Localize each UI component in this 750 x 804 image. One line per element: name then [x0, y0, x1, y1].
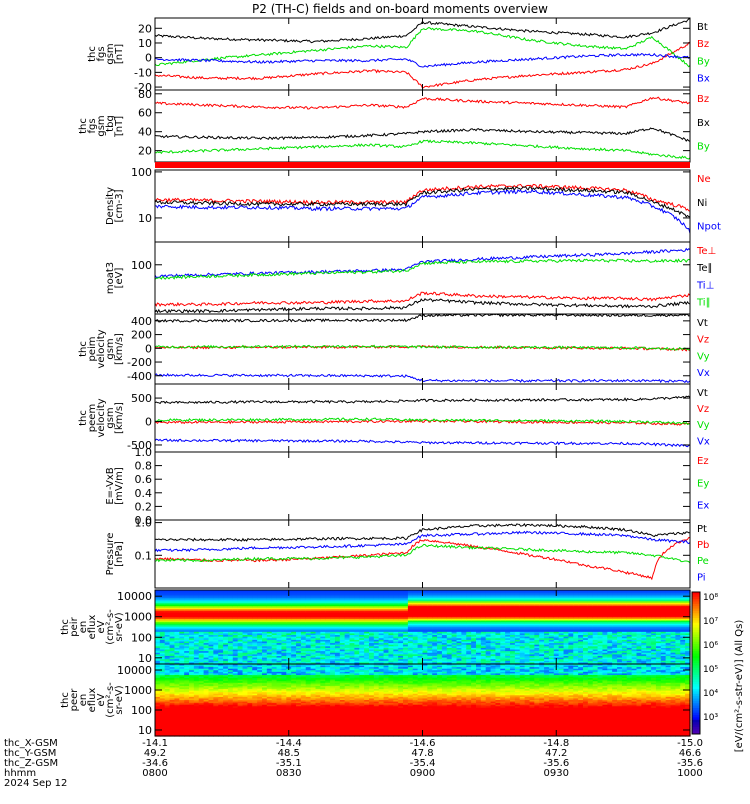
y-tick-label: 0.8: [135, 460, 153, 473]
series-line-Vx: [155, 439, 690, 447]
legend-entry-Vz: Vz: [697, 335, 709, 346]
legend-entry-Vx: Vx: [697, 436, 710, 447]
legend-entry-Ti∥: Ti∥: [696, 298, 711, 309]
legend-entry-Ex: Ex: [697, 501, 709, 512]
y-tick-label: 1.0: [135, 517, 153, 530]
y-tick-label: 1.0: [135, 446, 153, 459]
series-line-Bx: [155, 128, 690, 142]
y-axis-label-line: [eV]: [114, 268, 125, 289]
legend-entry-Vy: Vy: [697, 420, 710, 431]
panels: 20100-10-20thcfgsgsm[nT]BtBzByBx80604020…: [60, 18, 721, 737]
y-tick-label: 0.1: [135, 549, 153, 562]
legend-entry-Ez: Ez: [697, 456, 709, 467]
legend-entry-Te∥: Te∥: [696, 263, 713, 274]
legend-entry-Bt: Bt: [697, 22, 708, 33]
legend-entry-Bx: Bx: [697, 74, 710, 85]
figure-title: P2 (TH-C) fields and on-board moments ov…: [252, 2, 548, 16]
y-axis-label-line: [cm-3]: [114, 189, 125, 222]
y-axis-label-line: [mV/m]: [114, 467, 125, 505]
legend-entry-Vy: Vy: [697, 351, 710, 362]
y-tick-label: 20: [138, 22, 152, 35]
legend-entry-Npot: Npot: [697, 222, 721, 233]
y-tick-label: -10: [134, 66, 152, 79]
y-axis-label-line: [nT]: [114, 116, 125, 136]
y-axis-label-line: [nPa]: [114, 541, 125, 567]
legend-entry-Ey: Ey: [697, 478, 709, 489]
y-tick-label: 60: [138, 107, 152, 120]
series-line-Ti∥: [155, 259, 690, 279]
series-line-Pe: [155, 544, 690, 563]
series-line-Ne: [155, 184, 690, 211]
legend-entry-Bx: Bx: [697, 118, 710, 129]
y-tick-label: 10: [138, 37, 152, 50]
y-tick-label: 20: [138, 145, 152, 158]
series-line-Bx: [155, 54, 690, 67]
legend-entry-Pb: Pb: [697, 540, 709, 551]
legend-entry-Ne: Ne: [697, 174, 711, 185]
series-line-Pb: [155, 538, 690, 580]
y-axis-label-line: [km/s]: [114, 402, 125, 434]
y-axis-label-line: [nT]: [114, 44, 125, 64]
y-tick-label: -200: [127, 356, 152, 369]
legend-entry-Ni: Ni: [697, 198, 707, 209]
series-line-Bz: [155, 97, 690, 109]
panel-frame: [155, 452, 690, 520]
legend-entry-Bz: Bz: [697, 94, 709, 105]
series-line-Bz: [155, 42, 690, 88]
legend-entry-Vx: Vx: [697, 368, 710, 379]
legend-entry-By: By: [697, 56, 710, 67]
y-tick-label: 400: [131, 315, 152, 328]
panel-frame: [155, 90, 690, 162]
y-tick-label: 0: [145, 52, 152, 65]
y-tick-label: 80: [138, 88, 152, 101]
y-tick-label: 100: [131, 166, 152, 179]
legend-entry-Bz: Bz: [697, 39, 709, 50]
legend-entry-Vt: Vt: [697, 318, 708, 329]
legend-entry-Pt: Pt: [697, 524, 707, 535]
legend-entry-Pe: Pe: [697, 556, 709, 567]
legend-entry-Te⊥: Te⊥: [696, 246, 716, 257]
series-line-Te⊥: [155, 292, 690, 306]
panel-frame: [155, 170, 690, 242]
y-tick-label: 0: [145, 342, 152, 355]
legend-entry-Vt: Vt: [697, 388, 708, 399]
y-tick-label: 10: [138, 212, 152, 225]
y-tick-label: 100: [131, 259, 152, 272]
series-line-Vt: [155, 396, 690, 403]
series-line-Pt: [155, 524, 690, 541]
panel-4: 4002000-200-400thcpeimvelocitygsm[km/s]V…: [78, 314, 710, 384]
y-tick-label: 0.6: [135, 473, 153, 486]
y-tick-label: 0.2: [135, 500, 153, 513]
legend-entry-Pi: Pi: [697, 572, 706, 583]
y-tick-label: 0: [145, 416, 152, 429]
y-axis-label-line: [km/s]: [114, 333, 125, 365]
series-line-Pi: [155, 531, 690, 551]
y-tick-label: 40: [138, 126, 152, 139]
y-tick-label: -400: [127, 370, 152, 383]
legend-entry-By: By: [697, 142, 710, 153]
panel-8: 10000100010010thcpeirenefluxeV(cm²-s-sr-…: [60, 590, 691, 665]
y-tick-label: 0.4: [135, 487, 153, 500]
legend-entry-Vz: Vz: [697, 404, 709, 415]
series-line-Npot: [155, 190, 690, 234]
y-tick-label: 500: [131, 392, 152, 405]
panel-frame: [155, 520, 690, 588]
y-tick-label: 200: [131, 329, 152, 342]
legend-entry-Ti⊥: Ti⊥: [696, 280, 714, 291]
